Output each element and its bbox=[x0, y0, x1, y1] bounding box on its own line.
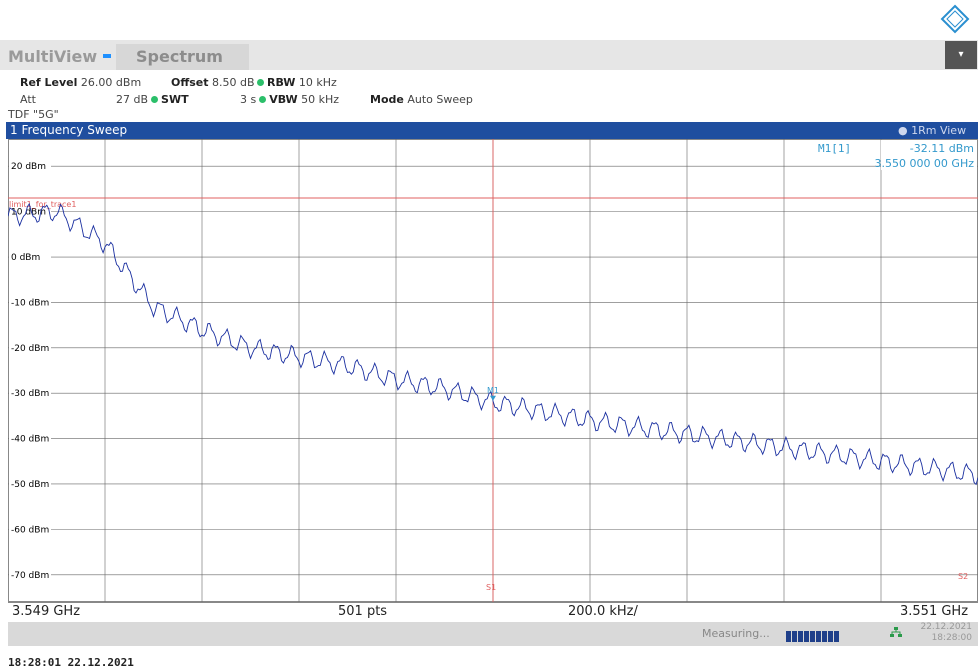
swt-setting[interactable]: 3 s VBW 50 kHz bbox=[240, 93, 340, 106]
y-tick-label: -20 dBm bbox=[11, 344, 49, 354]
marker-readout-level: -32.11 dBm bbox=[910, 142, 974, 155]
y-tick-label: 10 dBm bbox=[11, 208, 46, 218]
tdf-label: TDF "5G" bbox=[8, 108, 59, 121]
rs-logo-icon bbox=[940, 4, 970, 34]
trace-1-line bbox=[8, 202, 978, 486]
att-setting[interactable]: 27 dB SWT bbox=[116, 93, 189, 106]
y-tick-label: -40 dBm bbox=[11, 435, 49, 445]
y-tick-label: 0 dBm bbox=[11, 253, 40, 263]
y-tick-label: -30 dBm bbox=[11, 389, 49, 399]
y-tick-label: -70 dBm bbox=[11, 571, 49, 581]
tick-label-background bbox=[9, 477, 51, 489]
view-mode-label[interactable]: ● 1Rm View bbox=[898, 124, 967, 137]
att-label: Att bbox=[20, 93, 36, 106]
mode-setting[interactable]: Mode Auto Sweep bbox=[370, 93, 473, 106]
tab-spectrum[interactable]: Spectrum bbox=[116, 44, 249, 70]
marker-readout-frequency: 3.550 000 00 GHz bbox=[874, 157, 974, 170]
tick-label-background bbox=[9, 432, 51, 444]
tick-label-background bbox=[9, 341, 51, 353]
window-title: 1 Frequency Sweep bbox=[10, 123, 128, 137]
tab-multiview[interactable]: MultiView bbox=[8, 47, 98, 66]
sweep-points: 501 pts bbox=[338, 604, 388, 619]
s1-label: S1 bbox=[486, 583, 496, 592]
coupled-icon bbox=[151, 96, 159, 103]
tick-label-background bbox=[9, 296, 51, 308]
tick-label-background bbox=[9, 251, 51, 263]
tick-label-background bbox=[9, 523, 51, 535]
footer-timestamp: 18:28:01 22.12.2021 bbox=[8, 656, 134, 669]
y-tick-label: 20 dBm bbox=[11, 162, 46, 172]
tick-label-background bbox=[9, 387, 51, 399]
tick-label-background bbox=[9, 160, 51, 172]
span-per-division: 200.0 kHz/ bbox=[568, 604, 638, 619]
stop-frequency: 3.551 GHz bbox=[900, 604, 969, 619]
window-title-bar bbox=[6, 122, 978, 139]
menu-dropdown-button[interactable]: ▾ bbox=[945, 41, 977, 69]
offset-setting[interactable]: Offset 8.50 dB bbox=[171, 76, 255, 89]
limit-line-label: limit1_for_trace1 bbox=[9, 200, 76, 209]
network-icon bbox=[890, 627, 902, 637]
coupled-icon bbox=[257, 79, 264, 86]
rbw-setting[interactable]: RBW 10 kHz bbox=[254, 76, 337, 89]
tick-label-background bbox=[9, 568, 51, 580]
spectrum-plot[interactable]: 20 dBm 10 dBm 0 dBm -10 dBm -20 dBm -30 dBm -4… bbox=[8, 139, 978, 602]
y-tick-label: -60 dBm bbox=[11, 525, 49, 535]
coupled-icon bbox=[259, 96, 267, 103]
tab-spectrum-label: Spectrum bbox=[136, 47, 223, 66]
marker-m1-label: M1 bbox=[487, 386, 499, 395]
status-datetime: 22.12.2021 18:28:00 bbox=[920, 622, 972, 643]
start-frequency: 3.549 GHz bbox=[12, 604, 81, 619]
y-tick-label: -10 dBm bbox=[11, 298, 49, 308]
ref-level-setting[interactable]: Ref Level 26.00 dBm bbox=[20, 76, 142, 89]
progress-bar bbox=[786, 627, 846, 642]
marker-m1-icon bbox=[490, 395, 496, 401]
measuring-status: Measuring... bbox=[702, 627, 770, 640]
tab-indicator-icon bbox=[103, 54, 111, 58]
marker-readout-background bbox=[881, 140, 977, 170]
marker-readout-name: M1[1] bbox=[818, 142, 851, 155]
y-tick-label: -50 dBm bbox=[11, 480, 49, 490]
s2-label: S2 bbox=[958, 572, 968, 581]
frequency-axis-bar: 3.549 GHz 501 pts 200.0 kHz/ 3.551 GHz bbox=[8, 602, 978, 623]
tick-label-background bbox=[9, 205, 51, 217]
